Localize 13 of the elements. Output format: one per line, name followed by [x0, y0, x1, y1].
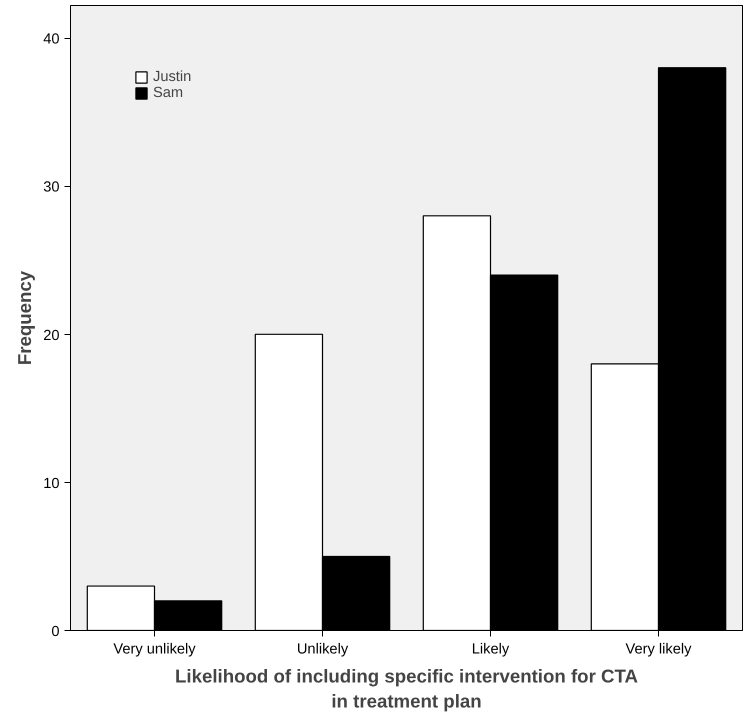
- y-tick-label: 10: [43, 476, 60, 492]
- y-tick-label: 0: [51, 624, 60, 640]
- y-tick-label: 30: [43, 180, 60, 196]
- x-tick-label: Unlikely: [296, 642, 349, 658]
- legend-label: Justin: [153, 69, 192, 85]
- x-tick-label: Very unlikely: [113, 642, 196, 658]
- y-tick-label: 40: [43, 32, 60, 48]
- y-axis-title: Frequency: [14, 270, 36, 366]
- legend-label: Sam: [153, 85, 184, 101]
- x-tick-label: Likely: [472, 642, 510, 658]
- y-tick-label: 20: [43, 328, 60, 344]
- x-tick-label: Very likely: [626, 642, 692, 658]
- x-axis-title: Likelihood of including specific intervention for CTA in treatment plan: [175, 666, 638, 712]
